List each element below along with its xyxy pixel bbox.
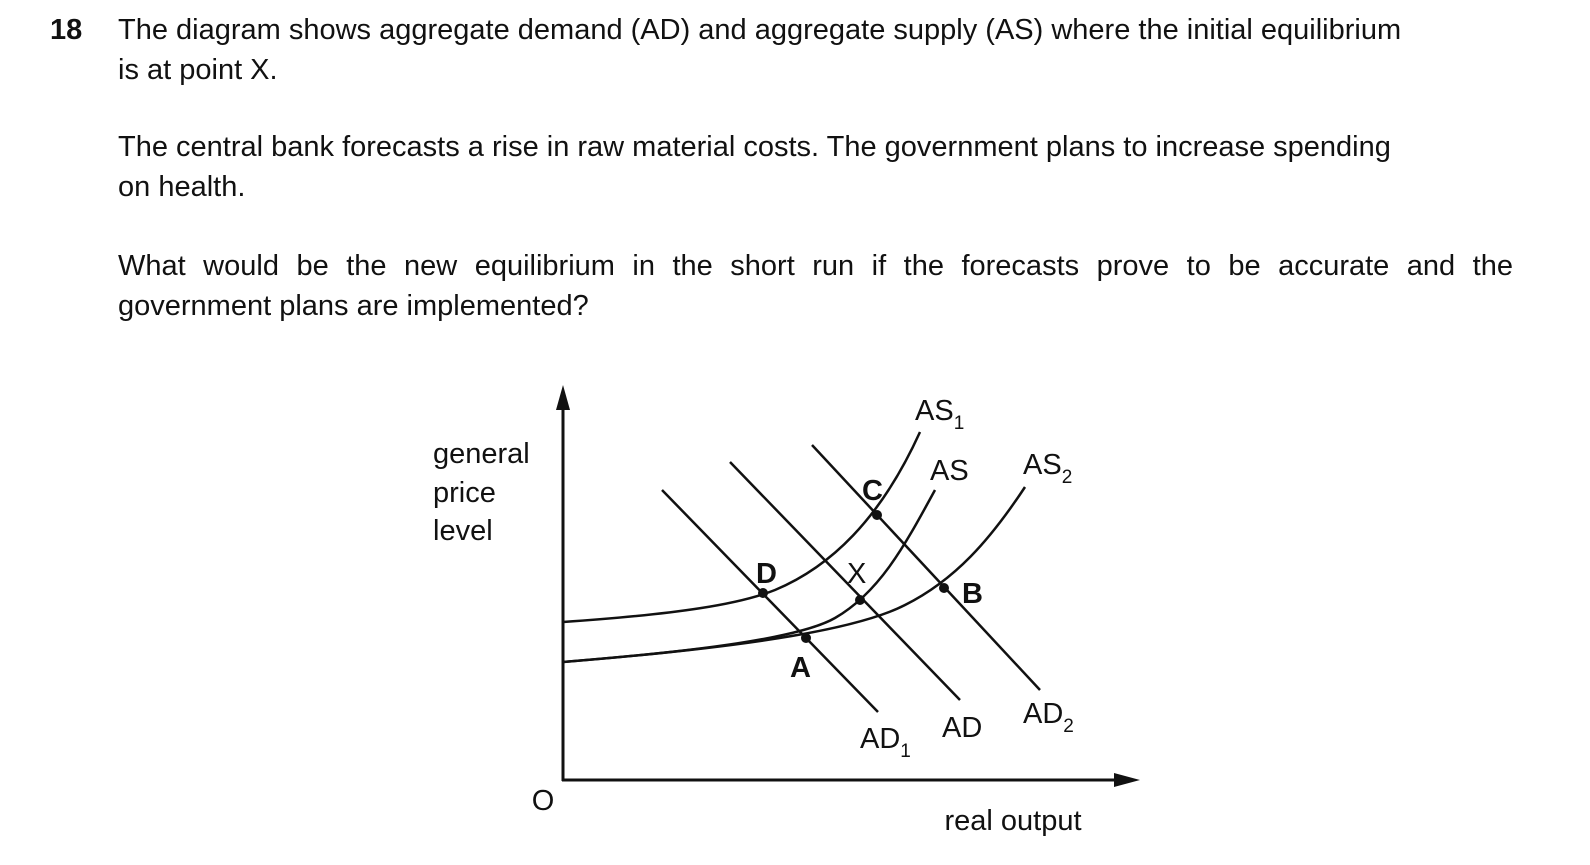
ad1-curve [661, 489, 879, 713]
point-dot [872, 510, 882, 520]
point-label: D [756, 558, 777, 590]
text-line: The central bank forecasts a rise in raw… [118, 131, 1391, 163]
curve-label: AS2 [1023, 449, 1072, 488]
curve-subscript: 1 [900, 741, 911, 762]
curve-name: AD [1023, 698, 1063, 730]
text-line: The diagram shows aggregate demand (AD) … [118, 14, 1402, 46]
y-axis-label: level [433, 515, 493, 547]
text-line: on health. [118, 171, 246, 203]
point-label: C [862, 475, 883, 507]
curve-name: AS [1023, 449, 1062, 481]
as2-curve [562, 486, 1027, 664]
as1-curve [562, 431, 922, 624]
curve-name: AD [942, 712, 982, 744]
point-dot [801, 633, 811, 643]
y-arrow [556, 385, 570, 410]
curve-subscript: 2 [1063, 716, 1074, 737]
point-dot [855, 595, 865, 605]
point-dot [939, 583, 949, 593]
point-label: B [962, 578, 983, 610]
curve-label: AD [942, 712, 982, 744]
curve-subscript: 2 [1062, 467, 1073, 488]
ad2-curve [811, 444, 1041, 691]
curve-name: AS [930, 455, 969, 487]
x-arrow [1114, 773, 1140, 787]
curve-subscript: 1 [954, 413, 965, 434]
y-axis-label: price [433, 477, 496, 509]
curve-name: AD [860, 723, 900, 755]
text-line: What would be the new equilibrium in the… [118, 250, 1513, 282]
origin-label: O [532, 785, 555, 817]
point-label: A [790, 652, 811, 684]
point-dot [758, 588, 768, 598]
curve-label: AS [930, 455, 969, 487]
point-label: X [847, 558, 866, 590]
ad-curve [729, 461, 961, 701]
text-line: is at point X. [118, 54, 278, 86]
text-line: government plans are implemented? [118, 290, 589, 322]
curve-label: AS1 [915, 395, 964, 434]
curve-label: AD1 [860, 723, 911, 762]
y-axis-label: general [433, 438, 530, 470]
curve-name: AS [915, 395, 954, 427]
x-axis-label: real output [944, 805, 1081, 837]
curve-label: AD2 [1023, 698, 1074, 737]
question-number: 18 [50, 14, 83, 46]
